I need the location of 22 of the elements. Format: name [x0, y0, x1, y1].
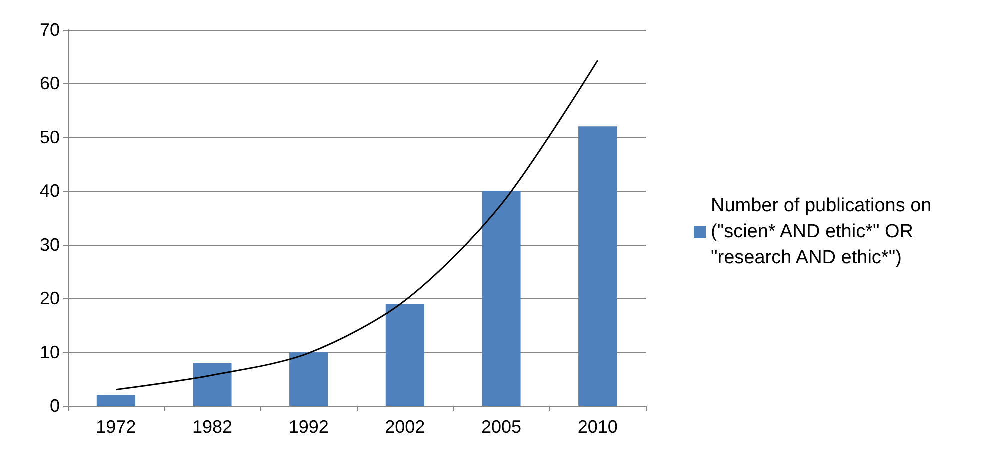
bar: [578, 126, 618, 406]
y-tick-label: 60: [40, 74, 60, 94]
y-tick-label: 70: [40, 20, 60, 40]
y-tick-label: 50: [40, 127, 60, 148]
y-tick-label: 10: [40, 342, 60, 362]
y-tick-label: 0: [50, 396, 60, 416]
bar: [193, 363, 232, 406]
bar: [96, 395, 136, 406]
y-tick-label: 30: [40, 234, 60, 255]
x-tick-label: 1982: [192, 417, 233, 437]
y-tick-label: 20: [40, 288, 60, 309]
x-tick-label: 1992: [288, 417, 329, 437]
legend-label: Number of publications on ("scien* AND ethic*" OR "research AND ethic*"): [711, 196, 938, 268]
x-tick-label: 2002: [385, 417, 426, 437]
bar: [386, 304, 424, 406]
x-tick-label: 2005: [481, 417, 522, 437]
x-tick-label: 2010: [578, 417, 618, 437]
line-series: [115, 60, 599, 391]
y-tick-label: 40: [40, 181, 60, 202]
x-tick-label: 1972: [96, 417, 136, 437]
bar: [290, 352, 328, 406]
bar: [482, 191, 521, 406]
